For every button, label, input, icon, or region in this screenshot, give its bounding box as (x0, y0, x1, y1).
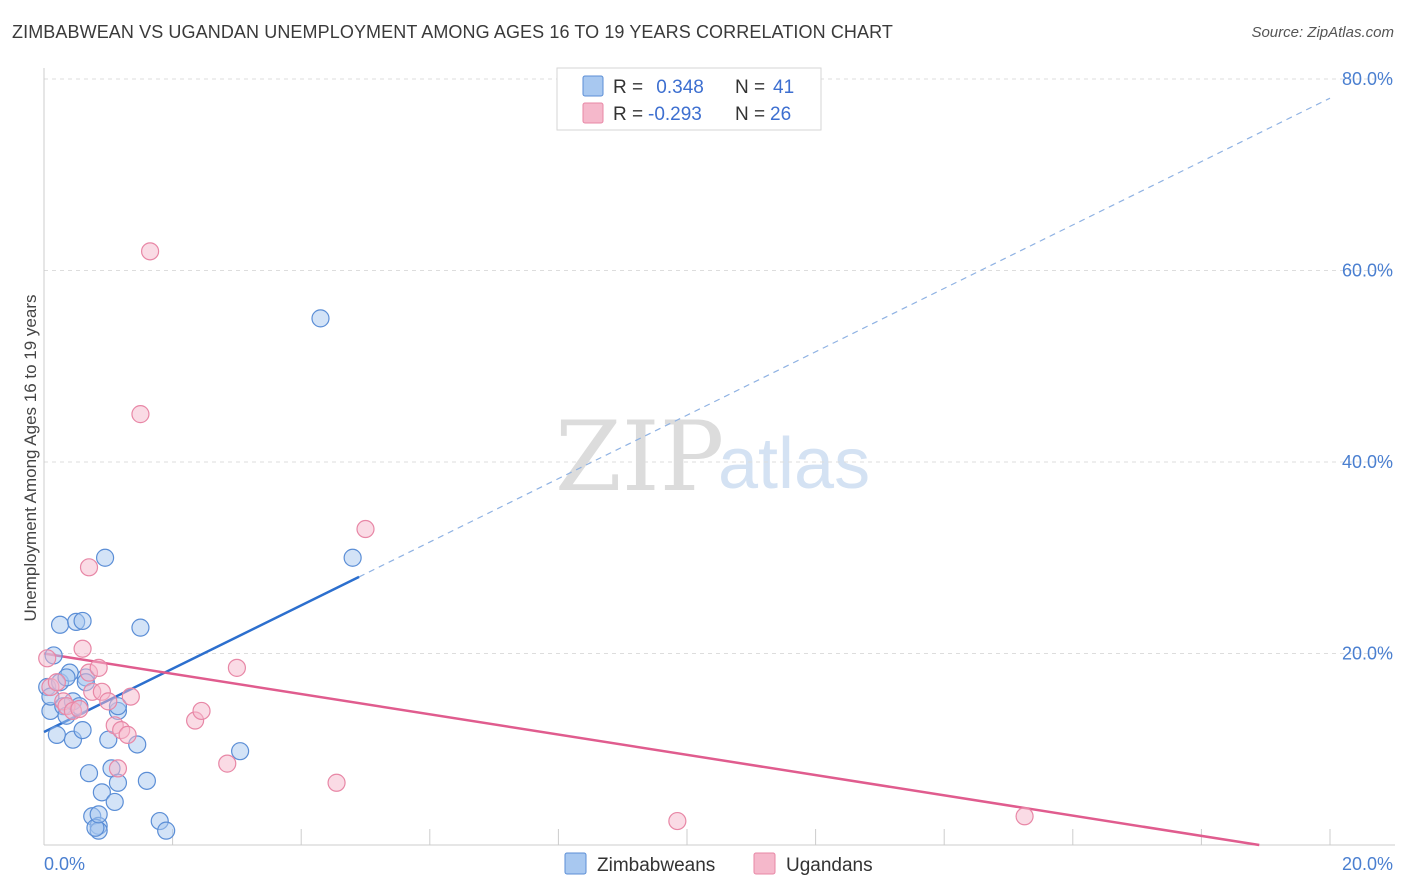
legend-swatch-ugandans (582, 102, 604, 124)
y-tick-label-3: 80.0% (1342, 69, 1393, 89)
point-zimbabweans-16 (73, 611, 92, 631)
point-ugandans-28 (1015, 807, 1034, 826)
point-ugandans-20 (140, 242, 160, 261)
point-zimbabweans-39 (343, 548, 362, 567)
chart-title: ZIMBABWEAN VS UGANDAN UNEMPLOYMENT AMONG… (12, 22, 894, 42)
legend-r-value-1: 0.348 (651, 77, 704, 98)
axes (43, 68, 1395, 846)
legend-r-label-1: R = (613, 77, 643, 98)
trend-lines (43, 97, 1331, 847)
point-ugandans-23 (218, 754, 237, 773)
point-zimbabweans-15 (73, 720, 92, 740)
chart-source: Source: ZipAtlas.com (1251, 24, 1394, 41)
point-ugandans-26 (356, 519, 375, 539)
point-ugandans-25 (327, 773, 346, 792)
point-ugandans-17 (118, 725, 137, 744)
series-legend-label-ugandans: Ugandans (786, 855, 873, 876)
series-legend-swatch-zimbabweans (564, 852, 587, 875)
point-zimbabweans-36 (157, 821, 176, 840)
point-zimbabweans-38 (311, 309, 330, 328)
point-zimbabweans-18 (79, 764, 99, 783)
point-ugandans-6 (70, 699, 89, 719)
point-zimbabweans-24 (92, 783, 111, 802)
point-zimbabweans-5 (50, 615, 70, 634)
trend-line-zimbabweans (43, 575, 360, 734)
series-legend: Zimbabweans Ugandans (564, 852, 873, 876)
legend-n-value-2: 26 (770, 104, 791, 125)
x-tick-label-1: 20.0% (1342, 854, 1393, 874)
y-tick-label-2: 60.0% (1342, 261, 1393, 281)
point-ugandans-15 (108, 759, 128, 778)
y-tick-label-1: 40.0% (1342, 452, 1393, 472)
point-zimbabweans-34 (137, 771, 156, 790)
watermark-atlas: atlas (718, 424, 870, 504)
trend-line-ugandans (43, 652, 1260, 847)
legend-r-value-2: -0.293 (648, 104, 702, 125)
legend-r-label-2: R = (613, 104, 643, 125)
legend-n-label-1: N = (735, 77, 765, 98)
point-ugandans-13 (99, 692, 118, 711)
point-ugandans-8 (79, 558, 99, 577)
legend-swatch-zimbabweans (582, 75, 604, 97)
point-ugandans-7 (73, 639, 92, 658)
point-zimbabweans-30 (95, 548, 115, 567)
point-zimbabweans-33 (131, 618, 150, 637)
y-tick-labels: 20.0% 40.0% 60.0% 80.0% (1342, 69, 1393, 664)
correlation-legend: R = 0.348 N = 41 R = -0.293 N = 26 (556, 67, 822, 131)
grid-lines (44, 78, 1395, 654)
point-ugandans-27 (668, 811, 687, 831)
point-zimbabweans-27 (105, 792, 124, 812)
x-tick-labels: 0.0% 20.0% (44, 854, 1393, 874)
point-zimbabweans-4 (47, 725, 66, 744)
point-ugandans-0 (38, 649, 57, 668)
point-zimbabweans-37 (231, 742, 250, 761)
point-ugandans-19 (131, 405, 150, 424)
point-ugandans-2 (47, 673, 66, 692)
point-ugandans-22 (192, 701, 211, 721)
point-ugandans-18 (121, 687, 140, 706)
y-axis-label: Unemployment Among Ages 16 to 19 years (21, 295, 40, 622)
legend-n-value-1: 41 (773, 77, 794, 98)
legend-n-label-2: N = (735, 104, 765, 125)
trend-line-zimbabweans-extension (358, 97, 1331, 578)
point-ugandans-24 (227, 658, 246, 677)
data-points (38, 242, 1034, 840)
y-tick-label-0: 20.0% (1342, 644, 1393, 664)
series-legend-label-zimbabweans: Zimbabweans (597, 855, 715, 876)
point-ugandans-11 (89, 658, 108, 677)
x-tick-label-0: 0.0% (44, 854, 85, 874)
series-legend-swatch-ugandans (753, 852, 776, 875)
watermark-zip: ZIP (555, 401, 724, 513)
point-zimbabweans-25 (89, 805, 108, 824)
